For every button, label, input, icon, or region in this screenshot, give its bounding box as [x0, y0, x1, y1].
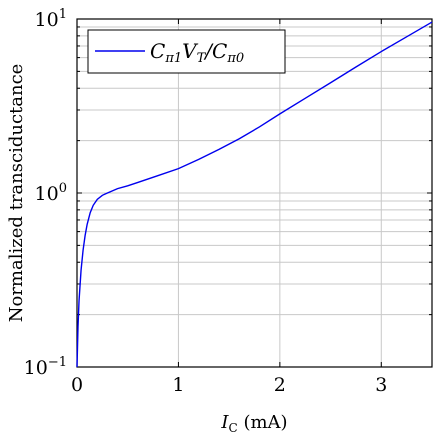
y-tick-labels: 10−1 100 101 [24, 7, 67, 379]
y-tick-label: 100 [35, 181, 67, 205]
x-tick-label: 2 [274, 374, 286, 396]
x-tick-label: 0 [71, 374, 83, 396]
series-line [76, 21, 433, 368]
tick-marks [76, 19, 432, 368]
y-tick-label: 101 [35, 7, 67, 31]
legend: Cπ1VT/Cπ0 [87, 29, 286, 74]
x-tick-label: 1 [172, 374, 184, 396]
x-tick-labels: 0 1 2 3 [71, 374, 387, 396]
x-axis-label: IC (mA) [220, 412, 287, 435]
y-axis-label: Normalized transciductance [6, 64, 27, 323]
legend-label: Cπ1VT/Cπ0 [150, 39, 244, 66]
x-tick-label: 3 [375, 374, 387, 396]
y-tick-label: 10−1 [24, 355, 67, 379]
